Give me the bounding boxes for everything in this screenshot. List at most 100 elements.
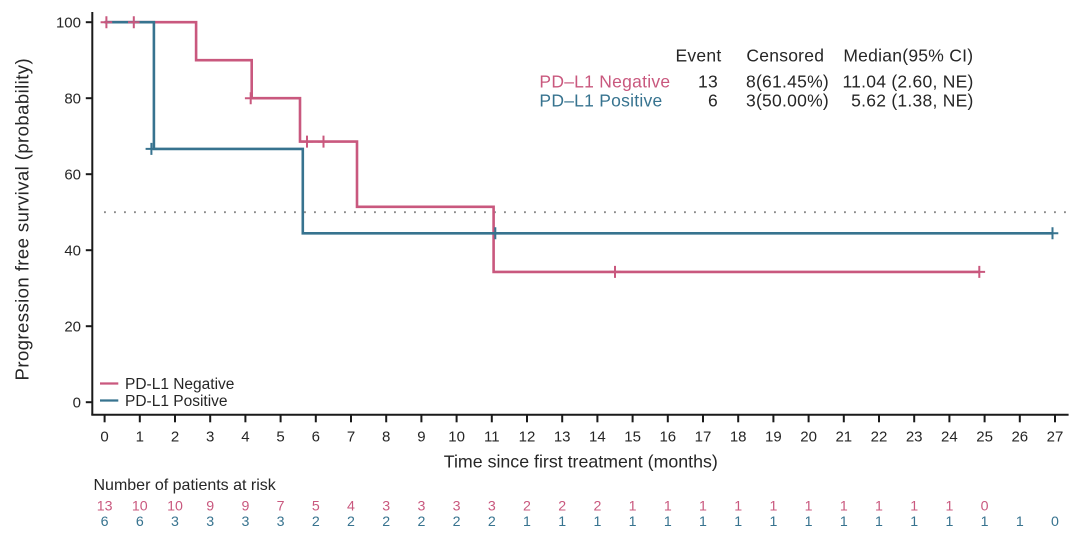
svg-text:2: 2 [312,514,320,530]
svg-text:1: 1 [910,499,918,515]
svg-text:PD–L1 Positive: PD–L1 Positive [539,91,662,111]
svg-text:1: 1 [136,428,144,445]
svg-text:16: 16 [659,428,676,445]
svg-text:1: 1 [664,514,672,530]
svg-text:22: 22 [871,428,888,445]
svg-text:23: 23 [906,428,923,445]
svg-text:Progression free survival (pro: Progression free survival (probability) [12,58,33,381]
svg-text:27: 27 [1047,428,1064,445]
svg-text:2: 2 [488,514,496,530]
svg-text:10: 10 [167,499,183,515]
svg-text:60: 60 [64,166,81,183]
svg-text:20: 20 [800,428,817,445]
svg-text:PD-L1 Positive: PD-L1 Positive [125,393,228,410]
svg-text:13: 13 [698,72,718,92]
svg-text:6: 6 [312,428,320,445]
svg-text:7: 7 [277,499,285,515]
svg-text:2: 2 [558,499,566,515]
svg-text:9: 9 [206,499,214,515]
svg-text:1: 1 [840,514,848,530]
svg-text:3: 3 [488,499,496,515]
svg-text:2: 2 [523,499,531,515]
svg-text:11.04 (2.60, NE): 11.04 (2.60, NE) [842,72,973,92]
svg-text:8(61.45%): 8(61.45%) [746,72,829,92]
svg-text:3: 3 [417,499,425,515]
svg-text:1: 1 [805,514,813,530]
svg-text:26: 26 [1011,428,1028,445]
svg-text:Censored: Censored [746,46,824,66]
svg-text:1: 1 [734,499,742,515]
svg-text:5: 5 [276,428,284,445]
svg-text:1: 1 [805,499,813,515]
svg-text:1: 1 [981,514,989,530]
svg-text:6: 6 [101,514,109,530]
svg-text:1: 1 [945,499,953,515]
svg-text:1: 1 [910,514,918,530]
svg-text:1: 1 [945,514,953,530]
svg-text:100: 100 [56,14,81,31]
svg-text:1: 1 [734,514,742,530]
svg-text:1: 1 [699,499,707,515]
svg-text:19: 19 [765,428,782,445]
svg-text:1: 1 [629,499,637,515]
svg-text:1: 1 [769,499,777,515]
svg-text:1: 1 [523,514,531,530]
svg-text:2: 2 [382,514,390,530]
svg-text:3: 3 [206,428,214,445]
svg-text:2: 2 [593,499,601,515]
svg-text:0: 0 [100,428,108,445]
svg-text:14: 14 [589,428,606,445]
svg-text:1: 1 [593,514,601,530]
svg-text:12: 12 [519,428,536,445]
svg-text:18: 18 [730,428,747,445]
svg-text:10: 10 [448,428,465,445]
svg-text:3: 3 [206,514,214,530]
svg-text:1: 1 [558,514,566,530]
svg-text:15: 15 [624,428,641,445]
svg-text:2: 2 [417,514,425,530]
svg-text:1: 1 [875,499,883,515]
svg-text:Number of patients at risk: Number of patients at risk [94,477,277,494]
svg-text:17: 17 [695,428,712,445]
svg-text:1: 1 [664,499,672,515]
svg-text:2: 2 [347,514,355,530]
svg-text:10: 10 [132,499,148,515]
svg-text:3: 3 [171,514,179,530]
svg-text:1: 1 [1016,514,1024,530]
svg-text:20: 20 [64,318,81,335]
svg-text:3: 3 [382,499,390,515]
svg-text:5: 5 [312,499,320,515]
svg-text:2: 2 [171,428,179,445]
svg-text:7: 7 [347,428,355,445]
svg-text:40: 40 [64,242,81,259]
svg-text:2: 2 [453,514,461,530]
svg-text:13: 13 [97,499,113,515]
svg-text:4: 4 [347,499,355,515]
svg-text:Event: Event [676,46,722,66]
svg-text:1: 1 [875,514,883,530]
svg-text:Median(95% CI): Median(95% CI) [843,46,973,66]
svg-text:21: 21 [835,428,852,445]
svg-text:80: 80 [64,90,81,107]
svg-text:13: 13 [554,428,571,445]
svg-text:9: 9 [417,428,425,445]
svg-text:1: 1 [699,514,707,530]
svg-text:1: 1 [840,499,848,515]
svg-text:6: 6 [708,91,718,111]
svg-text:PD–L1 Negative: PD–L1 Negative [539,72,670,92]
svg-text:24: 24 [941,428,958,445]
svg-text:0: 0 [981,499,989,515]
svg-text:25: 25 [976,428,993,445]
svg-text:0: 0 [73,394,81,411]
svg-text:5.62 (1.38, NE): 5.62 (1.38, NE) [851,91,973,111]
svg-text:0: 0 [1051,514,1059,530]
svg-text:3: 3 [277,514,285,530]
svg-text:PD-L1 Negative: PD-L1 Negative [125,376,234,393]
svg-text:4: 4 [241,428,249,445]
svg-text:11: 11 [484,428,500,445]
svg-text:8: 8 [382,428,390,445]
svg-text:6: 6 [136,514,144,530]
svg-text:3(50.00%): 3(50.00%) [746,91,829,111]
svg-text:1: 1 [629,514,637,530]
svg-text:3: 3 [241,514,249,530]
